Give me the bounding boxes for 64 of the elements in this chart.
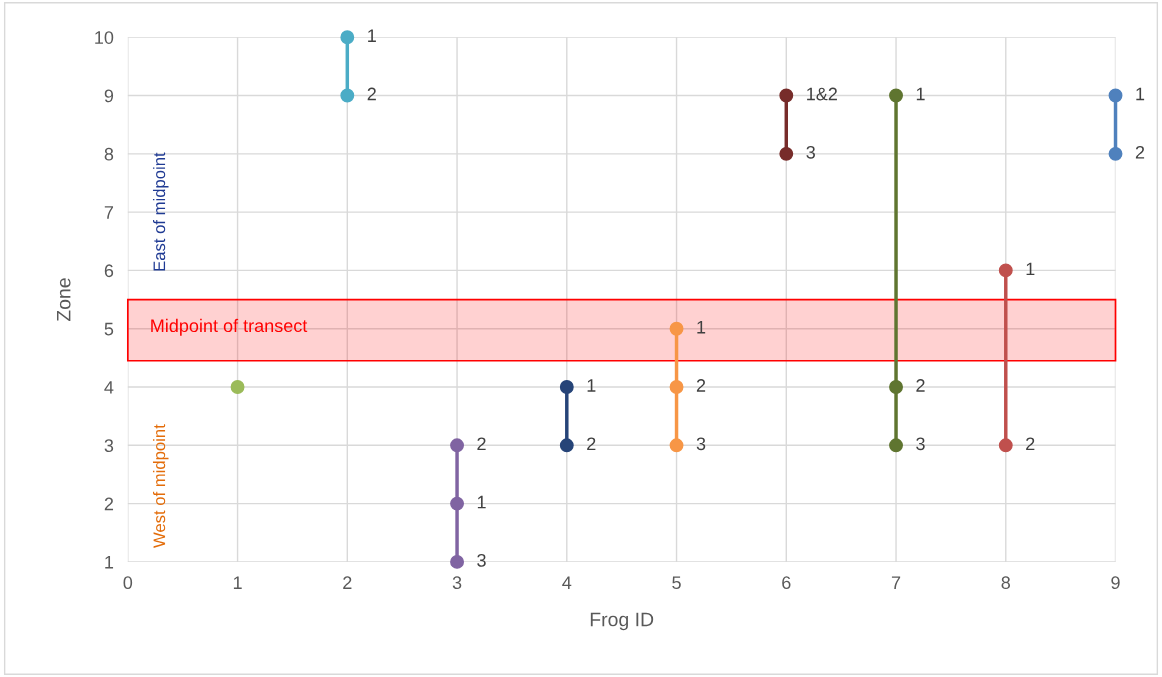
y-tick-label: 10 xyxy=(95,31,114,44)
y-tick-label: 8 xyxy=(104,147,114,161)
point xyxy=(1108,88,1123,103)
x-tick-label: 2 xyxy=(343,576,352,589)
band-label: Midpoint of transect xyxy=(151,318,308,336)
annotation: 1 xyxy=(587,379,596,392)
point xyxy=(669,321,684,336)
annotation: 3 xyxy=(806,145,815,159)
x-tick-label: 3 xyxy=(452,576,462,590)
point xyxy=(779,146,794,161)
y-tick-label: 1 xyxy=(105,556,114,569)
point xyxy=(669,438,684,453)
annotation: East of midpoint xyxy=(152,152,169,271)
point xyxy=(889,88,903,103)
point xyxy=(450,496,464,511)
annotation: 2 xyxy=(477,437,486,450)
annotation: 1&2 xyxy=(807,87,837,101)
x-tick-label: 4 xyxy=(562,576,572,589)
point xyxy=(340,88,355,103)
annotation: 3 xyxy=(696,437,706,451)
annotation: West of midpoint xyxy=(152,424,169,548)
annotation: 1 xyxy=(1136,87,1145,101)
point xyxy=(889,438,903,453)
x-tick-label: 6 xyxy=(782,576,791,590)
point xyxy=(450,554,464,569)
annotation: 3 xyxy=(477,553,486,567)
point xyxy=(669,380,684,394)
y-tick-label: 7 xyxy=(104,206,114,219)
x-axis-title: Frog ID xyxy=(590,612,654,631)
annotation: 1 xyxy=(697,320,706,334)
point xyxy=(340,30,355,45)
point xyxy=(230,380,245,394)
annotation: 2 xyxy=(916,379,925,392)
point xyxy=(889,380,903,394)
y-tick-label: 4 xyxy=(104,381,114,394)
annotation: 1 xyxy=(368,29,376,42)
point xyxy=(559,438,574,453)
annotation: 2 xyxy=(367,87,376,101)
y-tick-label: 2 xyxy=(104,497,114,511)
annotation: 3 xyxy=(916,437,925,451)
x-tick-label: 7 xyxy=(891,576,901,589)
annotation: 2 xyxy=(1026,437,1035,450)
x-tick-label: 5 xyxy=(672,576,681,590)
point xyxy=(1108,146,1123,161)
annotation: 2 xyxy=(587,437,596,450)
y-tick-label: 9 xyxy=(104,89,114,103)
y-tick-label: 6 xyxy=(104,264,114,278)
x-tick-label: 9 xyxy=(1111,576,1120,590)
point xyxy=(450,438,464,453)
y-axis-title: Zone xyxy=(56,278,71,322)
point xyxy=(998,263,1013,278)
x-tick-label: 1 xyxy=(233,576,242,589)
y-tick-label: 3 xyxy=(104,439,114,453)
annotation: 1 xyxy=(916,87,925,101)
annotation: 2 xyxy=(696,379,706,392)
x-tick-label: 0 xyxy=(123,576,133,590)
annotation: 2 xyxy=(1135,145,1145,159)
x-tick-label: 8 xyxy=(1001,576,1011,590)
annotation: 1 xyxy=(1026,262,1035,276)
point xyxy=(998,438,1013,453)
point xyxy=(559,380,574,394)
point xyxy=(779,88,794,103)
y-tick-label: 5 xyxy=(104,322,114,336)
annotation: 1 xyxy=(477,495,486,509)
